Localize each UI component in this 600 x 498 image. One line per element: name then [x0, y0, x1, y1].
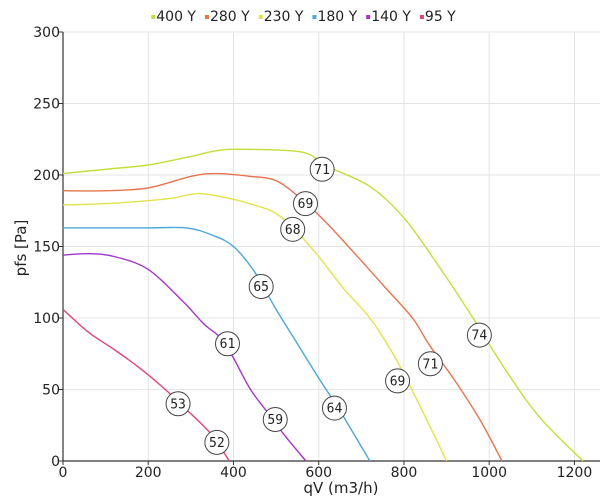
marker-circle [280, 216, 306, 242]
marker-label: 64 [327, 402, 343, 417]
curve-marker: 71 [309, 156, 335, 182]
y-tick-label: 150 [33, 240, 60, 256]
marker-label: 71 [423, 357, 439, 372]
legend-label: 280 Y [210, 9, 250, 25]
legend-label: 95 Y [425, 9, 456, 25]
legend-swatch [204, 15, 209, 19]
curve-marker: 74 [466, 322, 492, 348]
curve-marker: 59 [262, 407, 288, 433]
x-tick-label: 200 [135, 465, 162, 481]
legend-swatch [366, 15, 371, 19]
x-tick-label: 1000 [471, 465, 507, 481]
y-tick-label: 200 [33, 168, 60, 184]
legend-swatch [151, 15, 156, 19]
x-tick-label: 0 [59, 465, 68, 481]
legend-label: 140 Y [371, 9, 411, 25]
curve-marker: 52 [204, 429, 230, 455]
marker-circle [417, 351, 443, 377]
y-tick-label: 50 [42, 383, 60, 399]
legend-item-5: 95 Y [419, 9, 456, 25]
marker-circle [385, 368, 411, 394]
curve-markers: 71 74 69 71 68 69 65 64 61 59 53 52 [165, 156, 492, 455]
x-tick-label: 400 [220, 465, 247, 481]
series-line-2 [62, 192, 448, 462]
marker-label: 53 [170, 397, 186, 412]
marker-circle [293, 191, 319, 217]
marker-label: 52 [209, 436, 225, 451]
series-lines [62, 148, 584, 462]
axes [59, 31, 600, 465]
legend-label: 180 Y [317, 9, 357, 25]
legend-item-0: 400 Y [151, 9, 196, 25]
tick-labels: 0 200 400 600 800 1000 1200 0 50 100 150 200 250 300 [33, 25, 592, 481]
series-line-0 [62, 148, 584, 462]
legend: 400 Y 280 Y 230 Y 180 Y 140 Y 95 Y [151, 9, 456, 25]
curve-marker: 61 [215, 331, 241, 357]
marker-label: 59 [267, 413, 283, 428]
marker-circle [204, 429, 230, 455]
curve-marker: 64 [321, 395, 347, 421]
marker-label: 69 [390, 374, 406, 389]
series-line-5 [62, 308, 230, 462]
legend-swatch [312, 15, 317, 19]
grid [63, 31, 600, 461]
y-tick-label: 250 [33, 97, 60, 113]
legend-item-3: 180 Y [312, 9, 358, 25]
marker-circle [466, 322, 492, 348]
marker-circle [309, 156, 335, 182]
marker-label: 71 [314, 163, 330, 178]
y-tick-label: 0 [51, 454, 60, 470]
legend-item-4: 140 Y [366, 9, 411, 25]
x-axis-title: qV (m3/h) [304, 479, 379, 497]
legend-item-1: 280 Y [204, 9, 250, 25]
y-tick-label: 100 [33, 311, 60, 327]
curve-marker: 68 [280, 216, 306, 242]
marker-circle [248, 274, 274, 300]
marker-label: 65 [253, 280, 269, 295]
legend-item-2: 230 Y [258, 9, 304, 25]
legend-swatch [258, 15, 263, 19]
marker-label: 68 [285, 223, 301, 238]
legend-label: 230 Y [264, 9, 304, 25]
y-tick-label: 300 [33, 25, 60, 41]
legend-label: 400 Y [156, 9, 196, 25]
curve-marker: 69 [385, 368, 411, 394]
marker-circle [215, 331, 241, 357]
marker-label: 69 [298, 197, 314, 212]
marker-label: 61 [220, 337, 236, 352]
curve-marker: 71 [417, 351, 443, 377]
curve-marker: 69 [293, 191, 319, 217]
marker-label: 74 [472, 329, 488, 344]
marker-circle [165, 391, 191, 417]
y-axis-title: pfs [Pa] [12, 220, 30, 277]
marker-circle [321, 395, 347, 421]
x-tick-label: 800 [391, 465, 418, 481]
curve-marker: 53 [165, 391, 191, 417]
marker-circle [262, 407, 288, 433]
x-tick-label: 600 [305, 465, 332, 481]
legend-swatch [419, 15, 424, 19]
x-tick-label: 1200 [557, 465, 593, 481]
series-line-3 [62, 226, 371, 462]
curve-marker: 65 [248, 274, 274, 300]
